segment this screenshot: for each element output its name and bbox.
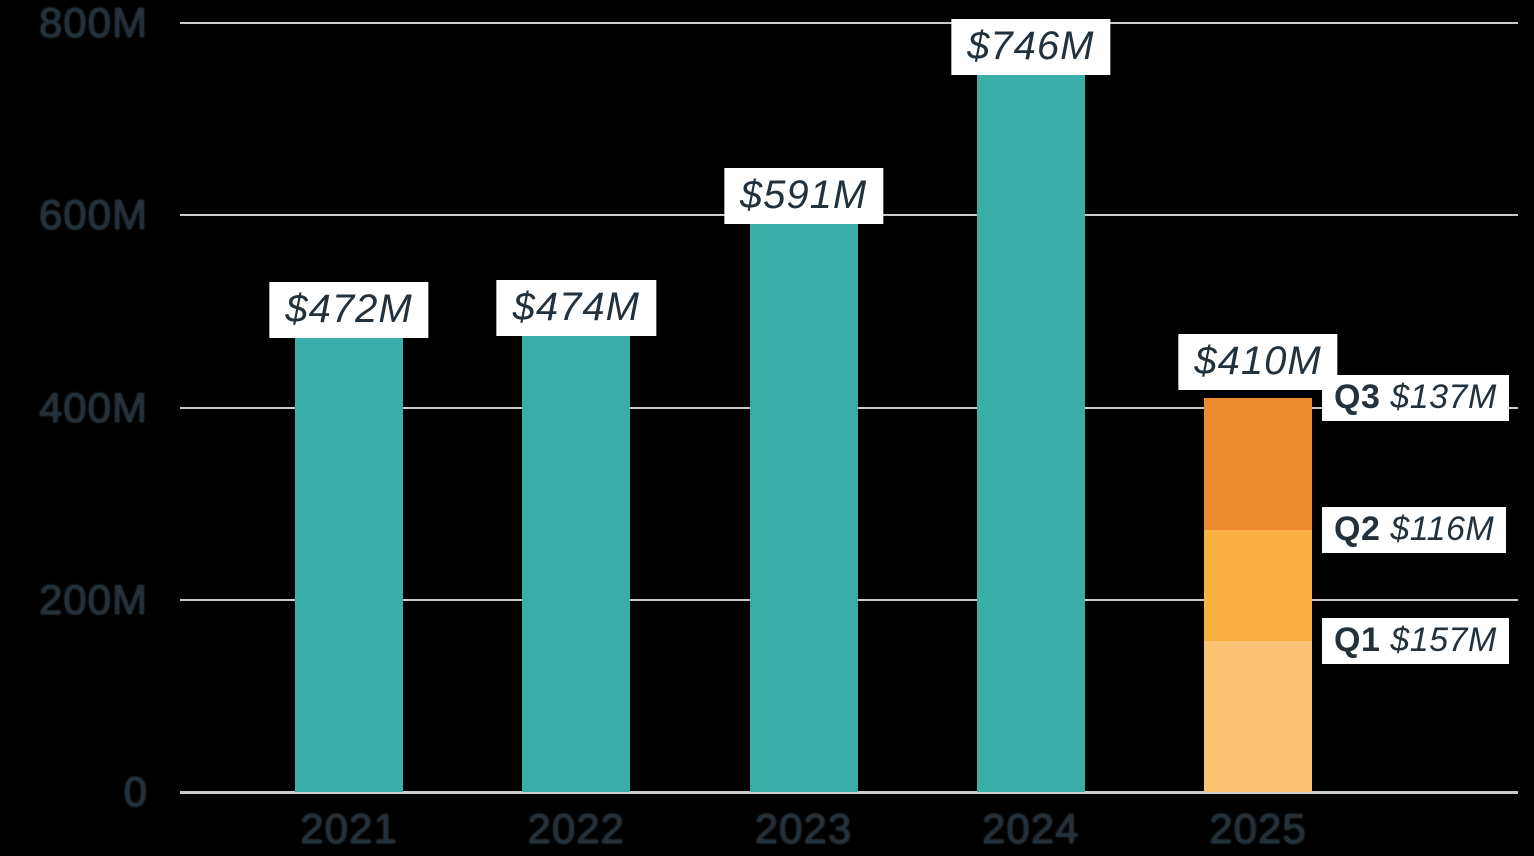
x-tick-label-2023: 2023 — [754, 805, 853, 852]
quarter-label-q2: Q2 $116M — [1322, 506, 1507, 553]
value-label-2021: $472M — [269, 282, 429, 339]
x-axis-line — [180, 791, 1518, 794]
quarter-value-label: $157M — [1390, 621, 1497, 660]
quarter-name-label: Q2 — [1334, 509, 1381, 548]
bar-2025-segment-q3 — [1204, 397, 1312, 530]
x-tick-label-2022: 2022 — [527, 805, 625, 852]
value-label-2024: $746M — [951, 18, 1111, 75]
quarter-name-label: Q3 — [1334, 377, 1381, 416]
bar-2024 — [976, 74, 1085, 792]
bar-2023 — [749, 223, 858, 792]
quarter-label-q1: Q1 $157M — [1322, 618, 1509, 665]
bar-2022 — [522, 336, 631, 792]
value-label-2022: $474M — [496, 280, 656, 337]
x-tick-label-2021: 2021 — [300, 805, 398, 852]
y-tick-label-200M: 200M — [38, 575, 148, 623]
y-tick-label-0: 0 — [123, 768, 148, 815]
value-label-2023: $591M — [723, 167, 884, 224]
quarter-value-label: $137M — [1390, 377, 1497, 416]
x-tick-label-2025: 2025 — [1209, 805, 1307, 852]
y-tick-label-800M: 800M — [38, 0, 148, 46]
y-tick-label-600M: 600M — [38, 191, 148, 239]
gridline-800M — [180, 22, 1518, 24]
y-tick-label-400M: 400M — [38, 383, 148, 431]
bar-2025-segment-q2 — [1204, 529, 1312, 642]
bar-2021 — [295, 338, 403, 792]
bar-2025-segment-q1 — [1204, 641, 1312, 792]
x-tick-label-2024: 2024 — [982, 805, 1080, 852]
quarter-value-label: $116M — [1390, 509, 1495, 548]
quarter-label-q3: Q3 $137M — [1322, 374, 1509, 421]
value-label-2025-total: $410M — [1178, 333, 1338, 390]
quarter-name-label: Q1 — [1334, 621, 1381, 660]
